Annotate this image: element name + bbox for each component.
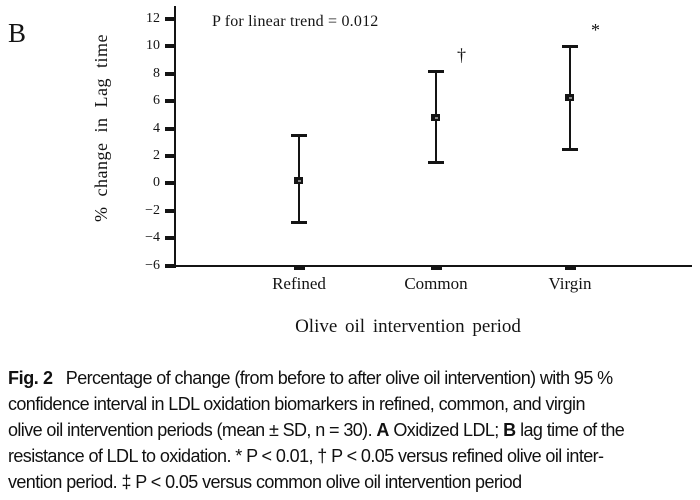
- y-tick-label: 12: [146, 11, 160, 26]
- y-tick-label: −4: [145, 230, 160, 246]
- x-axis-label: Olive oil intervention period: [295, 316, 521, 337]
- x-tick: [431, 266, 442, 270]
- caption-text: Oxidized LDL;: [389, 420, 504, 440]
- panel-label: B: [8, 18, 27, 48]
- x-category-label: Refined: [272, 274, 326, 293]
- significance-marker: *: [591, 20, 600, 41]
- caption-bold-label: A: [376, 420, 389, 440]
- y-tick: [165, 181, 175, 186]
- error-bar-cap-top: [291, 134, 307, 138]
- lag-time-errorbar-plot: 12 10 8 6 4 2 0 −2 −4 −6 Refined Common Virgin † *: [145, 11, 600, 293]
- caption-line: olive oil intervention periods (mean ± S…: [8, 417, 698, 443]
- y-tick: [165, 71, 175, 76]
- y-tick: [165, 208, 175, 213]
- y-tick-label: −2: [145, 202, 160, 218]
- mean-marker-core: [435, 116, 438, 119]
- x-tick: [565, 266, 576, 270]
- y-tick: [165, 153, 175, 158]
- error-bar-cap-bottom: [428, 160, 444, 164]
- y-tick-label: 4: [153, 120, 160, 136]
- error-bar-cap-bottom: [562, 148, 578, 152]
- mean-marker-core: [298, 179, 301, 182]
- y-tick: [165, 263, 175, 268]
- caption-text: olive oil intervention periods (mean ± S…: [8, 420, 377, 440]
- caption-line: confidence interval in LDL oxidation bio…: [8, 391, 698, 417]
- y-tick-label: 10: [146, 38, 160, 54]
- y-tick-label: 6: [153, 93, 160, 109]
- y-tick: [165, 236, 175, 241]
- y-tick-label: 8: [153, 65, 160, 81]
- x-category-label: Common: [404, 274, 468, 293]
- error-bar-cap-top: [562, 45, 578, 49]
- y-tick-label: 2: [153, 147, 160, 163]
- caption-text: confidence interval in LDL oxidation bio…: [8, 394, 585, 414]
- significance-marker: †: [457, 45, 466, 66]
- y-tick: [165, 99, 175, 104]
- figure-caption: Fig. 2 Percentage of change (from before…: [8, 365, 698, 495]
- caption-line: Fig. 2 Percentage of change (from before…: [8, 365, 698, 391]
- caption-text: resistance of LDL to oxidation. * P < 0.…: [8, 446, 604, 466]
- caption-text: lag time of the: [515, 420, 625, 440]
- trend-annotation: P for linear trend = 0.012: [212, 13, 379, 30]
- y-tick: [165, 44, 175, 49]
- y-axis-line: [174, 6, 176, 268]
- caption-text: vention period. ‡ P < 0.05 versus common…: [8, 472, 522, 492]
- mean-marker-core: [569, 97, 572, 100]
- error-bar-cap-bottom: [291, 221, 307, 225]
- caption-bold-label: B: [503, 420, 516, 440]
- caption-line: vention period. ‡ P < 0.05 versus common…: [8, 469, 698, 495]
- error-bar-cap-top: [428, 70, 444, 74]
- y-tick: [165, 17, 175, 21]
- caption-line: resistance of LDL to oxidation. * P < 0.…: [8, 443, 698, 469]
- x-tick: [294, 266, 305, 270]
- y-tick-label: −6: [145, 257, 160, 273]
- y-tick: [165, 126, 175, 131]
- x-category-label: Virgin: [548, 274, 592, 293]
- caption-bold-label: Fig. 2: [8, 368, 53, 388]
- caption-text: Percentage of change (from before to aft…: [52, 368, 613, 388]
- y-tick-label: 0: [153, 175, 160, 191]
